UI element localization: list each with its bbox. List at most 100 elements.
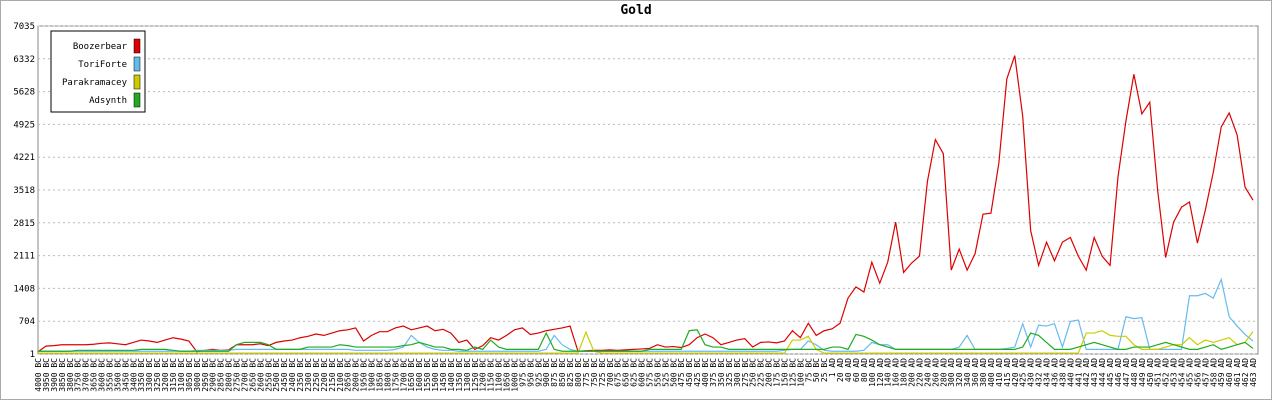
x-tick-label: 125 BC: [788, 358, 797, 387]
x-tick-label: 100 BC: [796, 358, 805, 387]
x-tick-label: 1150 BC: [487, 358, 496, 392]
x-tick-label: 445 AD: [1106, 358, 1115, 387]
x-tick-label: 25 BC: [820, 358, 829, 382]
x-tick-label: 455 AD: [1185, 358, 1194, 387]
x-tick-label: 1100 BC: [495, 358, 504, 392]
x-tick-label: 300 AD: [947, 358, 956, 387]
x-tick-label: 3350 BC: [137, 358, 146, 392]
x-tick-label: 2500 BC: [272, 358, 281, 392]
x-tick-label: 3550 BC: [105, 358, 114, 392]
x-tick-label: 20 AD: [836, 358, 845, 382]
x-tick-label: 1200 BC: [479, 358, 488, 392]
y-tick-label: 6332: [13, 55, 35, 65]
legend-label: Adsynth: [89, 96, 127, 106]
x-tick-label: 3600 BC: [98, 358, 107, 392]
x-tick-label: 451 AD: [1154, 358, 1163, 387]
x-tick-label: 459 AD: [1217, 358, 1226, 387]
x-tick-label: 1 AD: [828, 358, 837, 377]
x-tick-label: 775 BC: [582, 358, 591, 387]
x-tick-label: 1800 BC: [383, 358, 392, 392]
x-tick-label: 340 AD: [963, 358, 972, 387]
x-tick-label: 448 AD: [1130, 358, 1139, 387]
x-tick-label: 436 AD: [1050, 358, 1059, 387]
legend-box: [50, 30, 146, 113]
x-tick-label: 1400 BC: [447, 358, 456, 392]
x-tick-label: 40 AD: [844, 358, 853, 382]
x-tick-label: 450 BC: [685, 358, 694, 387]
x-tick-label: 275 BC: [741, 358, 750, 387]
x-tick-label: 975 BC: [518, 358, 527, 387]
x-tick-label: 3300 BC: [145, 358, 154, 392]
x-tick-label: 675 BC: [614, 358, 623, 387]
x-tick-label: 400 AD: [987, 358, 996, 387]
legend-swatch: [133, 56, 141, 72]
x-tick-label: 1500 BC: [431, 358, 440, 392]
x-tick-label: 200 BC: [765, 358, 774, 387]
x-tick-label: 725 BC: [598, 358, 607, 387]
x-tick-label: 1350 BC: [455, 358, 464, 392]
x-tick-label: 260 AD: [931, 358, 940, 387]
x-tick-label: 420 AD: [1011, 358, 1020, 387]
x-tick-label: 800 BC: [574, 358, 583, 387]
x-tick-label: 3700 BC: [82, 358, 91, 392]
x-tick-label: 3050 BC: [185, 358, 194, 392]
x-tick-label: 1300 BC: [463, 358, 472, 392]
y-tick-label: 1408: [13, 284, 35, 294]
legend-label: Boozerbear: [73, 42, 128, 52]
x-tick-label: 460 AD: [1225, 358, 1234, 387]
x-tick-label: 625 BC: [630, 358, 639, 387]
y-tick-label: 7035: [13, 22, 35, 32]
x-tick-label: 456 AD: [1193, 358, 1202, 387]
legend-swatch: [133, 38, 141, 54]
series-line: [38, 277, 1254, 352]
x-tick-label: 463 AD: [1249, 358, 1258, 387]
x-tick-label: 2300 BC: [304, 358, 313, 392]
x-tick-label: 457 AD: [1201, 358, 1210, 387]
x-tick-label: 1650 BC: [407, 358, 416, 392]
x-tick-label: 442 AD: [1082, 358, 1091, 387]
x-tick-label: 3200 BC: [161, 358, 170, 392]
x-tick-label: 200 AD: [908, 358, 917, 387]
x-tick-label: 750 BC: [590, 358, 599, 387]
x-tick-label: 3450 BC: [121, 358, 130, 392]
x-tick-label: 3650 BC: [90, 358, 99, 392]
x-tick-label: 80 AD: [860, 358, 869, 382]
x-tick-label: 600 BC: [638, 358, 647, 387]
x-tick-label: 400 BC: [701, 358, 710, 387]
x-tick-label: 120 AD: [876, 358, 885, 387]
x-tick-label: 2950 BC: [201, 358, 210, 392]
x-tick-label: 160 AD: [892, 358, 901, 387]
x-tick-label: 447 AD: [1122, 358, 1131, 387]
x-tick-label: 175 BC: [773, 358, 782, 387]
x-tick-label: 462 AD: [1241, 358, 1250, 387]
x-tick-label: 325 BC: [725, 358, 734, 387]
y-tick-label: 4221: [13, 153, 35, 163]
x-tick-label: 438 AD: [1058, 358, 1067, 387]
x-tick-label: 450 AD: [1146, 358, 1155, 387]
x-tick-label: 2550 BC: [264, 358, 273, 392]
x-tick-label: 1850 BC: [375, 358, 384, 392]
x-tick-label: 1950 BC: [360, 358, 369, 392]
x-tick-label: 180 AD: [900, 358, 909, 387]
x-tick-label: 458 AD: [1209, 358, 1218, 387]
x-tick-label: 375 BC: [709, 358, 718, 387]
x-tick-label: 3750 BC: [74, 358, 83, 392]
x-tick-label: 443 AD: [1090, 358, 1099, 387]
x-tick-label: 2050 BC: [344, 358, 353, 392]
x-tick-label: 300 BC: [733, 358, 742, 387]
x-tick-label: 430 AD: [1027, 358, 1036, 387]
x-tick-label: 1900 BC: [368, 358, 377, 392]
x-tick-label: 4000 BC: [34, 358, 43, 392]
y-tick-label: 2815: [13, 219, 35, 229]
x-tick-label: 1750 BC: [391, 358, 400, 392]
x-tick-label: 444 AD: [1098, 358, 1107, 387]
x-tick-label: 3250 BC: [153, 358, 162, 392]
x-tick-label: 925 BC: [534, 358, 543, 387]
series-line: [38, 329, 1254, 352]
y-tick-label: 704: [19, 317, 35, 327]
x-tick-label: 1000 BC: [510, 358, 519, 392]
x-tick-label: 280 AD: [939, 358, 948, 387]
legend-label: ToriForte: [78, 60, 127, 70]
series-line: [38, 330, 1254, 354]
